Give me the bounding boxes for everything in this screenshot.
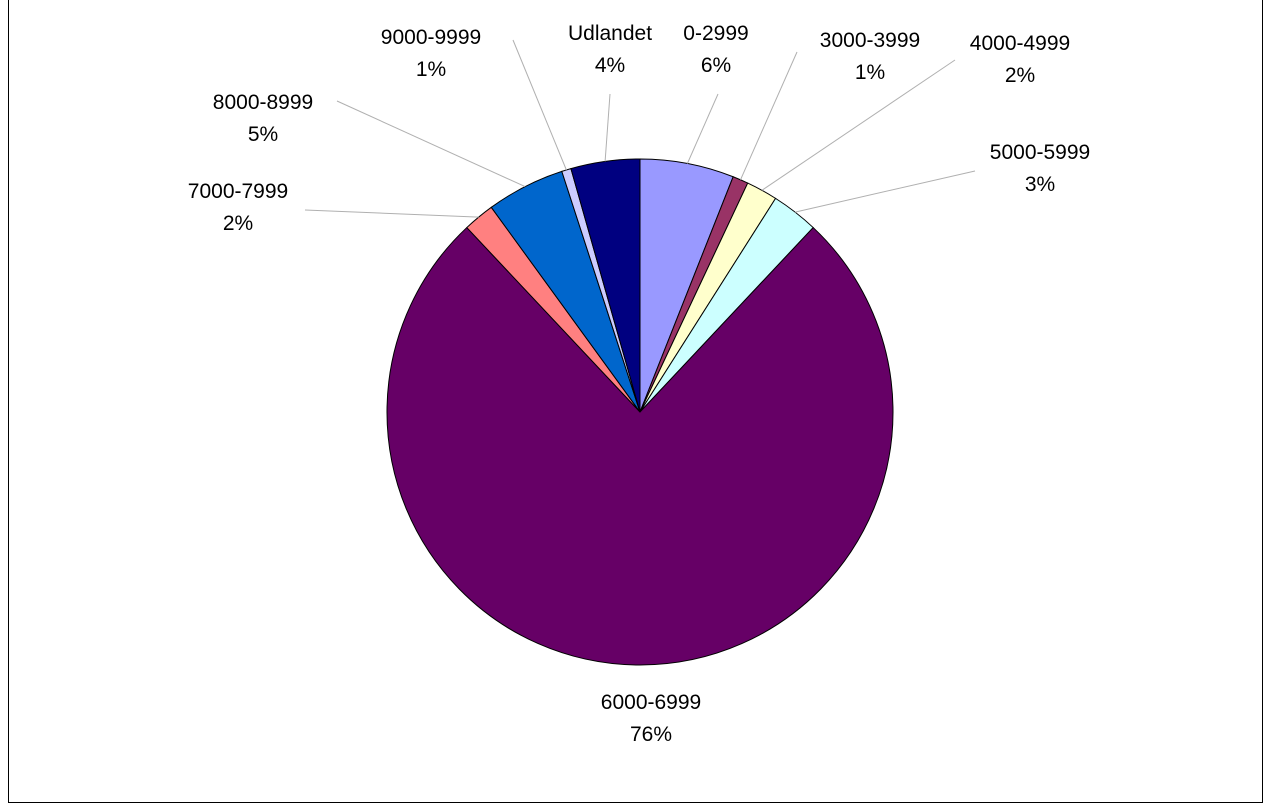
slice-percent-5000-5999: 3%	[1025, 173, 1055, 196]
leader-line-5000-5999	[794, 170, 976, 213]
slice-percent-8000-8999: 5%	[248, 123, 278, 146]
slice-percent-9000-9999: 1%	[416, 58, 446, 81]
leader-line-3000-3999	[740, 51, 798, 181]
leader-line-4000-4999	[761, 59, 956, 191]
leader-line-9000-9999	[512, 39, 567, 171]
pie-slice-6000-6999	[386, 226, 894, 666]
pie-slices	[386, 158, 894, 666]
slice-percent-Udlandet: 4%	[595, 54, 625, 77]
leader-lines	[304, 39, 976, 218]
slice-label-0-2999: 0-2999	[683, 22, 748, 45]
slice-label-7000-7999: 7000-7999	[188, 180, 288, 203]
slice-label-5000-5999: 5000-5999	[990, 141, 1090, 164]
slice-percent-6000-6999: 76%	[630, 723, 672, 746]
slice-label-4000-4999: 4000-4999	[970, 32, 1070, 55]
leader-line-Udlandet	[604, 93, 611, 162]
slice-label-3000-3999: 3000-3999	[820, 29, 920, 52]
leader-line-0-2999	[686, 93, 719, 164]
slice-label-9000-9999: 9000-9999	[381, 26, 481, 49]
slice-percent-7000-7999: 2%	[223, 212, 253, 235]
slice-percent-3000-3999: 1%	[855, 61, 885, 84]
slice-percent-0-2999: 6%	[701, 54, 731, 77]
leader-line-7000-7999	[304, 209, 479, 218]
slice-label-6000-6999: 6000-6999	[601, 691, 701, 714]
slice-label-8000-8999: 8000-8999	[213, 91, 313, 114]
slice-label-Udlandet: Udlandet	[568, 22, 652, 45]
slice-percent-4000-4999: 2%	[1005, 64, 1035, 87]
pie-slice-Udlandet	[570, 158, 641, 413]
slice-labels: 0-2999 6% 3000-3999 1% 4000-4999 2% 5000-5999 3…	[188, 22, 1090, 746]
leader-line-8000-8999	[336, 100, 526, 188]
